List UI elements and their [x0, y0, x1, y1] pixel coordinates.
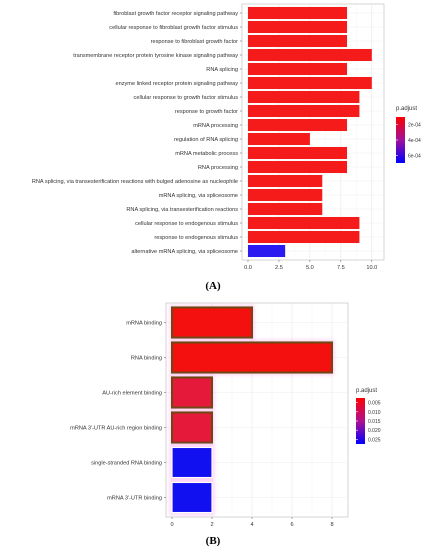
x-tick-label: 5.0 — [306, 265, 314, 271]
x-tick-label: 2 — [210, 522, 213, 528]
bar — [248, 76, 372, 90]
legend-label: 4e-04 — [408, 138, 421, 144]
category-label: response to endogenous stimulus — [154, 235, 238, 241]
bar — [248, 90, 360, 104]
bar — [248, 188, 323, 202]
bar — [248, 216, 360, 230]
bar — [248, 132, 310, 146]
x-ticks-b: 0 2 4 6 8 — [170, 517, 334, 528]
panel-a-label: (A) — [205, 280, 221, 292]
category-label: mRNA binding — [126, 321, 162, 327]
legend-a-colorbar — [396, 117, 405, 163]
legend-label: 0.010 — [368, 410, 381, 416]
legend-a-labels: 2e-04 4e-04 6e-04 — [396, 123, 421, 159]
category-label: transmembrane receptor protein tyrosine … — [73, 53, 238, 59]
x-tick-label: 0.0 — [244, 265, 252, 271]
bar — [171, 341, 333, 374]
legend-label: 6e-04 — [408, 153, 421, 159]
legend-b-colorbar — [356, 398, 365, 444]
category-label: RNA splicing — [206, 67, 238, 73]
chart-b: mRNA binding RNA binding AU-rich element b… — [70, 302, 381, 547]
bar — [248, 202, 323, 216]
chart-a: fibroblast growth factor receptor signal… — [32, 3, 421, 292]
x-tick-label: 4 — [250, 522, 253, 528]
category-label: mRNA 3'-UTR binding — [107, 496, 162, 502]
x-ticks-a: 0.0 2.5 5.0 7.5 10.0 — [244, 260, 377, 271]
category-label: response to fibroblast growth factor — [151, 39, 239, 45]
legend-label: 0.020 — [368, 428, 381, 434]
bar — [248, 230, 360, 244]
category-label: RNA splicing, via transesterification re… — [32, 179, 238, 185]
category-label: mRNA 3'-UTR AU-rich region binding — [70, 426, 162, 432]
bar — [248, 104, 360, 118]
bar — [248, 174, 323, 188]
bars-a — [248, 6, 372, 258]
bar — [248, 146, 348, 160]
category-labels-a: fibroblast growth factor receptor signal… — [32, 11, 242, 255]
legend-a-title: p.adjust — [396, 106, 417, 112]
panel-b-label: (B) — [206, 535, 221, 547]
bar — [248, 34, 348, 48]
bar — [248, 20, 348, 34]
category-label: mRNA metabolic process — [175, 151, 238, 157]
legend-b-labels: 0.005 0.010 0.015 0.020 0.025 — [356, 401, 381, 443]
x-tick-label: 7.5 — [337, 265, 345, 271]
x-tick-label: 8 — [330, 522, 333, 528]
category-label: cellular response to fibroblast growth f… — [109, 25, 238, 31]
category-label: mRNA processing — [193, 123, 238, 129]
bar — [171, 376, 213, 409]
category-label: cellular response to endogenous stimulus — [135, 221, 238, 227]
legend-label: 2e-04 — [408, 123, 421, 129]
bar — [248, 6, 348, 20]
category-label: enzyme linked receptor protein signaling… — [115, 81, 238, 87]
bar — [171, 446, 213, 479]
legend-b-title: p.adjust — [356, 388, 377, 394]
x-tick-label: 2.5 — [275, 265, 283, 271]
category-labels-b: mRNA binding RNA binding AU-rich element b… — [70, 321, 166, 502]
category-label: single-stranded RNA binding — [91, 461, 162, 467]
legend-label: 0.015 — [368, 419, 381, 425]
category-label: response to growth factor — [175, 109, 238, 115]
category-label: RNA binding — [131, 356, 162, 362]
x-tick-label: 0 — [170, 522, 173, 528]
bar — [171, 306, 253, 339]
category-label: regulation of RNA splicing — [174, 137, 238, 143]
category-label: alternative mRNA splicing, via spliceoso… — [131, 249, 238, 255]
bars-b — [170, 305, 334, 515]
bar — [248, 160, 348, 174]
bar — [248, 62, 348, 76]
x-tick-label: 10.0 — [366, 265, 377, 271]
bar — [248, 48, 372, 62]
category-label: AU-rich element binding — [102, 391, 162, 397]
category-label: mRNA splicing, via spliceosome — [159, 193, 238, 199]
legend-b: p.adjust 0.005 0.010 0.015 0.020 0.025 — [356, 388, 381, 444]
bar — [248, 118, 348, 132]
legend-label: 0.005 — [368, 401, 381, 407]
legend-a: p.adjust 2e-04 4e-04 6e-04 — [396, 106, 421, 163]
bar — [248, 244, 286, 258]
category-label: RNA processing — [198, 165, 238, 171]
category-label: fibroblast growth factor receptor signal… — [113, 11, 238, 17]
legend-label: 0.025 — [368, 437, 381, 443]
x-tick-label: 6 — [290, 522, 293, 528]
category-label: RNA splicing, via transesterification re… — [126, 207, 238, 213]
bar — [171, 481, 213, 514]
bar — [171, 411, 213, 444]
category-label: cellular response to growth factor stimu… — [134, 95, 239, 101]
